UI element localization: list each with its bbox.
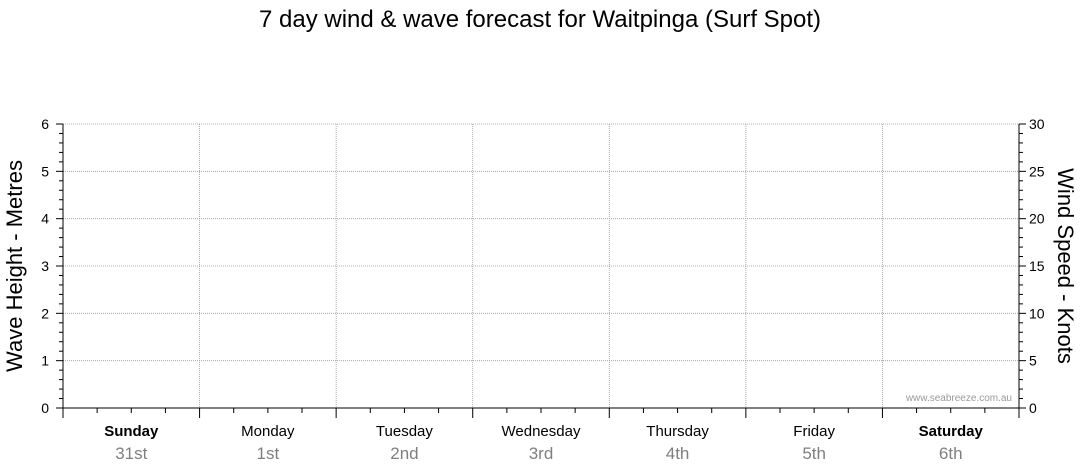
right-tick-label: 5 [1029, 353, 1037, 369]
left-tick-label: 5 [41, 163, 49, 179]
right-tick-label: 25 [1029, 163, 1045, 179]
left-tick-label: 3 [41, 258, 49, 274]
day-labels: Sunday 31st Monday 1st Tuesday 2nd Wednesday 3r… [104, 423, 983, 463]
grid-lines [63, 123, 1019, 408]
left-tick-label: 4 [41, 211, 49, 227]
axes [62, 124, 1020, 418]
day-date-label: 2nd [390, 444, 418, 463]
day-date-label: 4th [666, 444, 690, 463]
right-tick-label: 10 [1029, 305, 1045, 321]
day-name-label: Saturday [919, 423, 984, 440]
day-name-label: Tuesday [376, 423, 433, 440]
day-name-label: Friday [793, 423, 835, 440]
day-date-label: 31st [115, 444, 147, 463]
left-tick-label: 1 [41, 353, 49, 369]
right-axis-ticks: 0 5 10 15 20 25 30 [1019, 116, 1045, 416]
day-date-label: 5th [802, 444, 826, 463]
right-tick-label: 0 [1029, 400, 1037, 416]
left-axis-ticks: 0 1 2 3 4 5 6 [41, 116, 63, 416]
left-tick-label: 2 [41, 305, 49, 321]
day-date-label: 1st [257, 444, 280, 463]
day-date-label: 6th [939, 444, 963, 463]
day-name-label: Sunday [104, 423, 159, 440]
day-name-label: Wednesday [502, 423, 581, 440]
right-tick-label: 30 [1029, 116, 1045, 132]
left-tick-label: 6 [41, 116, 49, 132]
right-tick-label: 20 [1029, 211, 1045, 227]
day-date-label: 3rd [529, 444, 554, 463]
chart-title: 7 day wind & wave forecast for Waitpinga… [258, 6, 822, 33]
right-axis-title: Wind Speed - Knots [1053, 168, 1078, 364]
day-name-label: Monday [241, 423, 295, 440]
left-tick-label: 0 [41, 400, 49, 416]
day-name-label: Thursday [646, 423, 709, 440]
watermark: www.seabreeze.com.au [905, 393, 1012, 404]
left-axis-title: Wave Height - Metres [2, 160, 27, 372]
right-tick-label: 15 [1029, 258, 1045, 274]
